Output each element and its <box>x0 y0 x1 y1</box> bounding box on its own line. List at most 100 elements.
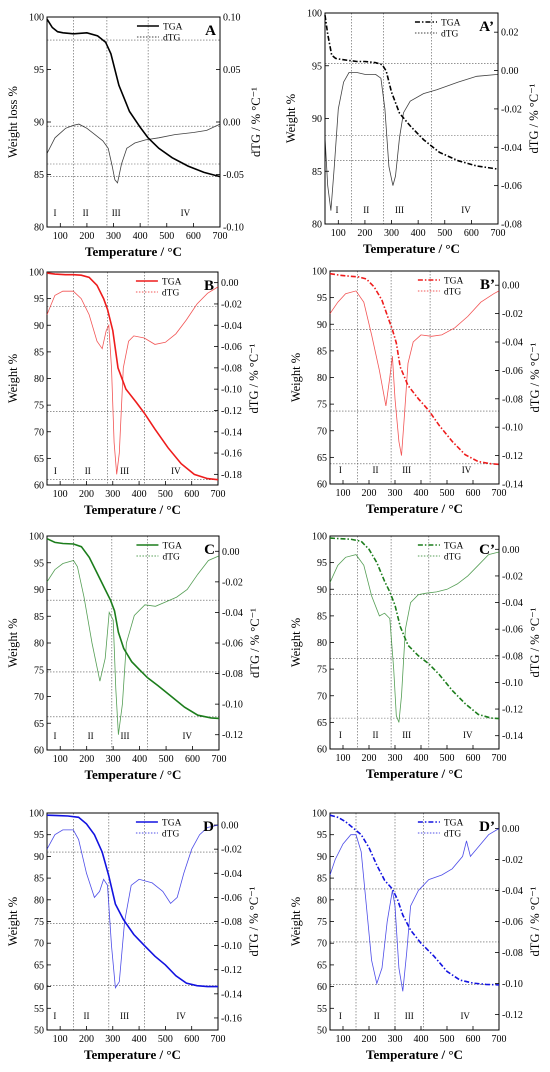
stage-label: I <box>53 208 56 218</box>
x-tick-label: 300 <box>388 753 403 764</box>
x-tick-label: 100 <box>336 488 351 499</box>
y-left-axis-title: Weight % <box>6 897 20 946</box>
y-left-tick-label: 85 <box>312 167 322 178</box>
y-left-tick-label: 60 <box>34 746 44 757</box>
y-right-tick-label: 0.00 <box>502 281 520 292</box>
y-right-tick-label: -0.14 <box>502 731 523 742</box>
y-right-tick-label: -0.10 <box>223 223 244 234</box>
y-right-tick-label: -0.02 <box>222 577 243 588</box>
y-left-tick-label: 95 <box>34 830 44 841</box>
y-left-tick-label: 95 <box>34 294 44 305</box>
legend-tga-label: TGA <box>444 542 464 552</box>
y-right-tick-label: -0.06 <box>221 342 242 353</box>
y-left-tick-label: 80 <box>34 639 44 650</box>
y-left-tick-label: 85 <box>317 346 327 357</box>
legend-tga-label: TGA <box>162 542 182 552</box>
x-tick-label: 200 <box>362 488 377 499</box>
y-left-tick-label: 100 <box>312 532 327 543</box>
y-right-tick-label: -0.02 <box>502 855 523 866</box>
y-left-tick-label: 60 <box>34 982 44 993</box>
x-tick-label: 100 <box>53 1034 68 1045</box>
y-left-tick-label: 80 <box>317 895 327 906</box>
stage-label: II <box>374 1011 380 1021</box>
stage-label: III <box>121 731 130 741</box>
y-right-tick-label: 0.00 <box>222 547 240 558</box>
panel-label: B’ <box>480 277 495 293</box>
y-left-tick-label: 75 <box>34 665 44 676</box>
y-left-tick-label: 100 <box>29 532 44 543</box>
x-tick-label: 300 <box>106 754 121 765</box>
legend-dtg-label: dTG <box>444 830 462 840</box>
tga-series-line <box>46 18 221 178</box>
y-right-axis-title: dTG / % °C⁻¹ <box>528 886 542 956</box>
y-right-tick-label: -0.08 <box>501 220 522 231</box>
y-left-tick-label: 55 <box>34 1004 44 1015</box>
x-tick-label: 700 <box>213 231 228 242</box>
y-left-tick-label: 80 <box>317 373 327 384</box>
tga-series-line <box>329 272 500 466</box>
y-right-tick-label: 0.02 <box>501 28 519 39</box>
stage-label: IV <box>182 731 192 741</box>
x-tick-label: 500 <box>440 1034 455 1045</box>
y-right-tick-label: -0.08 <box>222 669 243 680</box>
y-right-axis-title: dTG / % °C⁻¹ <box>248 608 262 678</box>
x-tick-label: 300 <box>106 231 121 242</box>
y-right-tick-label: -0.12 <box>222 730 243 741</box>
x-axis-title: Temperature / °C <box>366 1047 463 1062</box>
x-tick-label: 700 <box>211 1034 226 1045</box>
y-left-tick-label: 100 <box>29 13 44 24</box>
chart-panel-2: 100 200 300 400 500 600 700 80 85 90 95 100 -0.08 -0.… <box>284 9 541 257</box>
x-tick-label: 200 <box>79 754 94 765</box>
stage-label: I <box>339 465 342 475</box>
y-left-tick-label: 50 <box>317 1026 327 1037</box>
y-right-tick-label: -0.10 <box>221 385 242 396</box>
y-right-tick-label: -0.10 <box>502 979 523 990</box>
y-right-tick-label: -0.12 <box>221 406 242 417</box>
legend-tga-label: TGA <box>444 819 464 829</box>
y-left-tick-label: 85 <box>34 347 44 358</box>
x-tick-label: 500 <box>437 228 452 239</box>
x-tick-label: 400 <box>132 489 147 500</box>
x-tick-label: 500 <box>440 753 455 764</box>
y-right-tick-label: -0.02 <box>221 299 242 310</box>
x-axis-title: Temperature / °C <box>366 501 463 516</box>
x-tick-label: 600 <box>186 231 201 242</box>
x-tick-label: 500 <box>159 231 174 242</box>
y-right-tick-label: -0.06 <box>502 625 523 636</box>
y-left-tick-label: 65 <box>34 960 44 971</box>
x-tick-label: 700 <box>492 753 507 764</box>
y-left-axis-title: Weight % <box>289 618 303 667</box>
y-right-tick-label: 0.00 <box>502 545 520 556</box>
stage-label: III <box>112 208 121 218</box>
plot-frame <box>329 270 500 485</box>
y-right-tick-label: 0.00 <box>221 821 239 832</box>
y-left-tick-label: 75 <box>317 917 327 928</box>
plot-frame <box>46 812 219 1031</box>
y-left-tick-label: 85 <box>34 612 44 623</box>
y-left-tick-label: 95 <box>317 830 327 841</box>
x-tick-label: 400 <box>411 228 426 239</box>
y-right-tick-label: -0.06 <box>222 639 243 650</box>
y-right-tick-label: -0.02 <box>502 571 523 582</box>
x-tick-label: 200 <box>79 489 94 500</box>
y-left-tick-label: 85 <box>317 611 327 622</box>
y-right-tick-label: 0.00 <box>223 118 241 129</box>
legend-tga-label: TGA <box>163 23 183 33</box>
x-axis-title: Temperature / °C <box>363 241 460 256</box>
chart-panel-8: 100 200 300 400 500 600 700 50 55 60 65 70 75 80 85 90 9… <box>289 809 542 1063</box>
x-tick-label: 700 <box>212 754 227 765</box>
dtg-series-line <box>329 828 500 992</box>
x-tick-label: 500 <box>158 489 173 500</box>
stage-label: IV <box>181 208 191 218</box>
y-right-tick-label: -0.04 <box>222 608 243 619</box>
x-tick-label: 600 <box>184 1034 199 1045</box>
y-right-tick-label: -0.12 <box>502 451 523 462</box>
legend-dtg-label: dTG <box>163 34 181 44</box>
x-tick-label: 100 <box>331 228 346 239</box>
panel-label: A’ <box>479 19 494 35</box>
y-right-tick-label: -0.14 <box>502 480 523 491</box>
legend-tga-label: TGA <box>162 819 182 829</box>
y-right-axis-title: dTG / % °C⁻¹ <box>247 886 261 956</box>
y-right-tick-label: -0.10 <box>502 678 523 689</box>
plot-frame <box>329 812 500 1031</box>
